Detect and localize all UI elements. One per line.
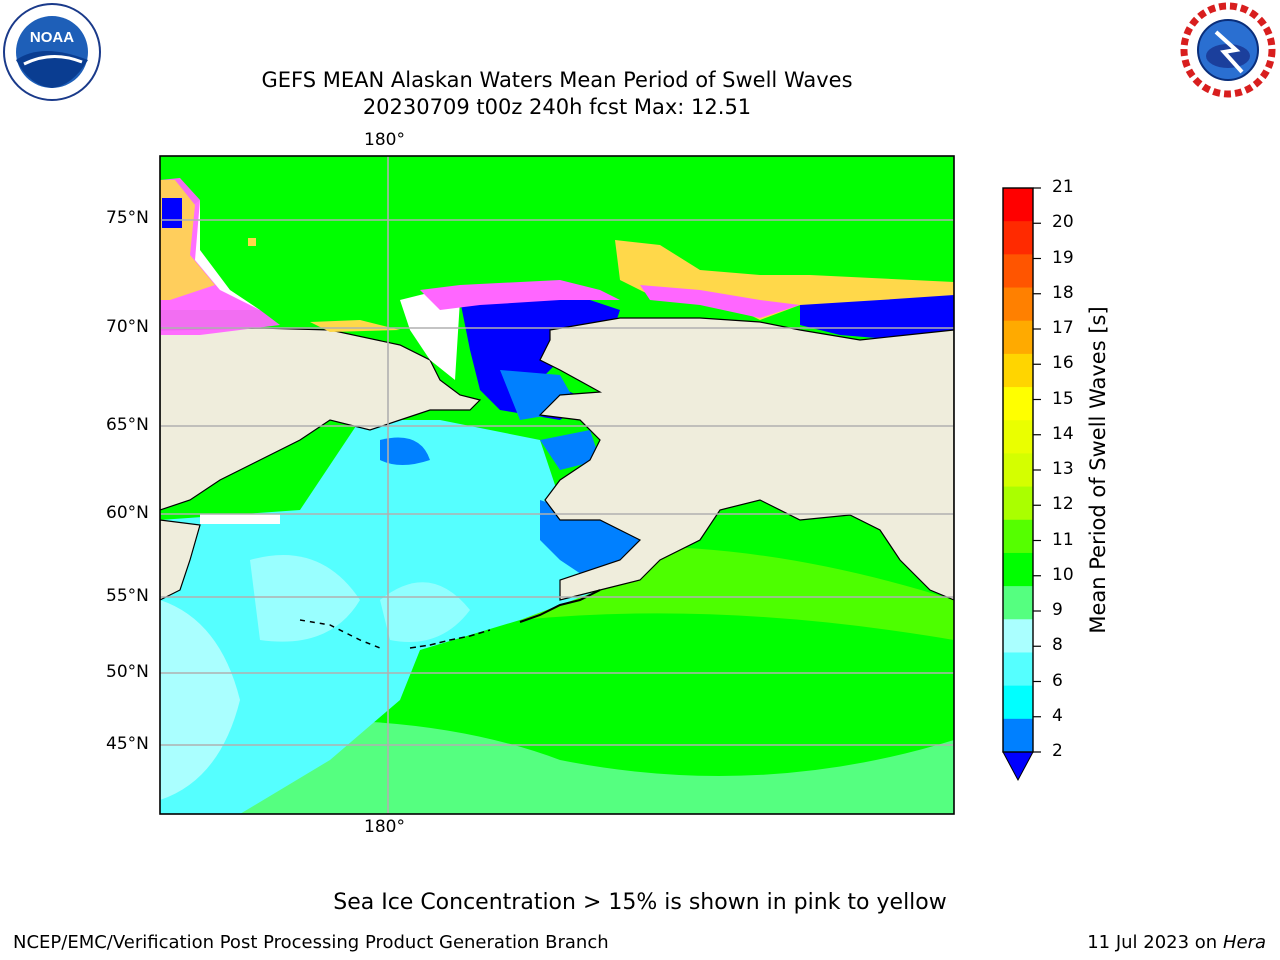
colorbar-segment: [1003, 619, 1033, 653]
colorbar-tick-label: 16: [1052, 353, 1074, 374]
sea-ice-beaufort-pink: [640, 285, 800, 318]
colorbar-extend-arrow: [1002, 751, 1034, 782]
masked-area-wrangel: [400, 290, 460, 380]
lon-label-top: 180°: [364, 130, 405, 150]
kamchatka-land: [160, 519, 201, 601]
colorbar-tick-label: 2: [1052, 741, 1063, 761]
colorbar-segment: [1003, 552, 1033, 587]
colorbar-segment: [1003, 221, 1033, 255]
sea-ice-beaufort: [615, 240, 954, 320]
lat-label-75n: 75°N: [106, 208, 149, 228]
nws-logo-icon: [1180, 2, 1276, 98]
lat-label-70n: 70°N: [106, 317, 149, 337]
colorbar-segment: [1003, 519, 1033, 554]
colorbar-tick-label: 14: [1052, 423, 1074, 444]
chart-title: GEFS MEAN Alaskan Waters Mean Period of …: [261, 68, 853, 92]
colorbar-tick-label: 21: [1052, 177, 1074, 197]
colorbar-segment: [1003, 718, 1033, 753]
noaa-logo-icon: NOAA: [3, 3, 101, 101]
footer-date: 11 Jul 2023 on: [1087, 932, 1223, 953]
lon-label-bottom: 180°: [364, 817, 405, 837]
lat-label-60n: 60°N: [106, 503, 149, 523]
sea-ice-coastal: [310, 320, 400, 332]
colorbar: [1003, 187, 1041, 753]
aleutian-west: [299, 619, 381, 649]
colorbar-segment: [1003, 287, 1033, 322]
lat-label-65n: 65°N: [106, 415, 149, 435]
chart-subtitle: 20230709 t00z 240h fcst Max: 12.51: [362, 95, 752, 119]
aleutian-islands: [409, 629, 491, 649]
colorbar-tick-label: 13: [1052, 459, 1074, 479]
bering-pale-patch: [250, 555, 360, 642]
colorbar-segment: [1003, 387, 1033, 421]
colorbar-label: Mean Period of Swell Waves [s]: [1086, 306, 1110, 634]
footer-left: NCEP/EMC/Verification Post Processing Pr…: [13, 932, 609, 953]
colorbar-tick-label: 12: [1052, 494, 1074, 515]
colorbar-segment: [1003, 353, 1033, 388]
colorbar-segment: [1003, 188, 1033, 222]
colorbar-tick-label: 17: [1052, 318, 1074, 338]
masked-strip: [200, 514, 280, 524]
colorbar-segment: [1003, 320, 1033, 355]
chukotka-land: [160, 327, 482, 511]
southern-swell-band: [160, 720, 954, 814]
colorbar-segment: [1003, 486, 1033, 521]
nws-logo: [1180, 2, 1276, 98]
anadyr-swell: [380, 437, 430, 465]
colorbar-tick-label: 20: [1052, 212, 1074, 233]
colorbar-segment: [1003, 685, 1033, 720]
colorbar-tick-label: 15: [1052, 388, 1074, 409]
chukchi-sea-swell: [460, 290, 620, 420]
colorbar-tick-label: 11: [1052, 529, 1074, 550]
lat-label-50n: 50°N: [106, 662, 149, 682]
colorbar-segment: [1003, 420, 1033, 454]
ice-speck: [248, 238, 256, 246]
western-pale-swell: [160, 600, 240, 800]
noaa-logo: NOAA: [2, 2, 102, 102]
footer-right: 11 Jul 2023 on Hera: [1087, 932, 1266, 953]
colorbar-tick-label: 10: [1052, 564, 1074, 585]
colorbar-tick-label: 18: [1052, 282, 1074, 303]
noaa-logo-text: NOAA: [30, 29, 74, 46]
colorbar-tick-label: 9: [1052, 600, 1063, 620]
lat-label-45n: 45°N: [106, 734, 149, 754]
norton-sound-swell: [540, 430, 600, 470]
ice-blue-pocket: [162, 198, 182, 228]
lat-label-55n: 55°N: [106, 586, 149, 606]
colorbar-segment: [1003, 453, 1033, 488]
colorbar-segment: [1003, 586, 1033, 620]
colorbar-tick-label: 19: [1052, 247, 1074, 268]
colorbar-tick-label: 4: [1052, 705, 1063, 726]
graticule: [160, 156, 954, 814]
sea-ice-caption: Sea Ice Concentration > 15% is shown in …: [333, 890, 947, 915]
colorbar-tick-label: 8: [1052, 635, 1063, 656]
colorbar-segment: [1003, 254, 1033, 289]
colorbar-segment: [1003, 652, 1033, 687]
sea-ice-chukchi: [420, 280, 620, 310]
map-frame: [159, 155, 955, 815]
footer-host: Hera: [1222, 932, 1266, 953]
colorbar-tick-label: 6: [1052, 670, 1063, 691]
colorbar-frame: [1002, 187, 1034, 753]
